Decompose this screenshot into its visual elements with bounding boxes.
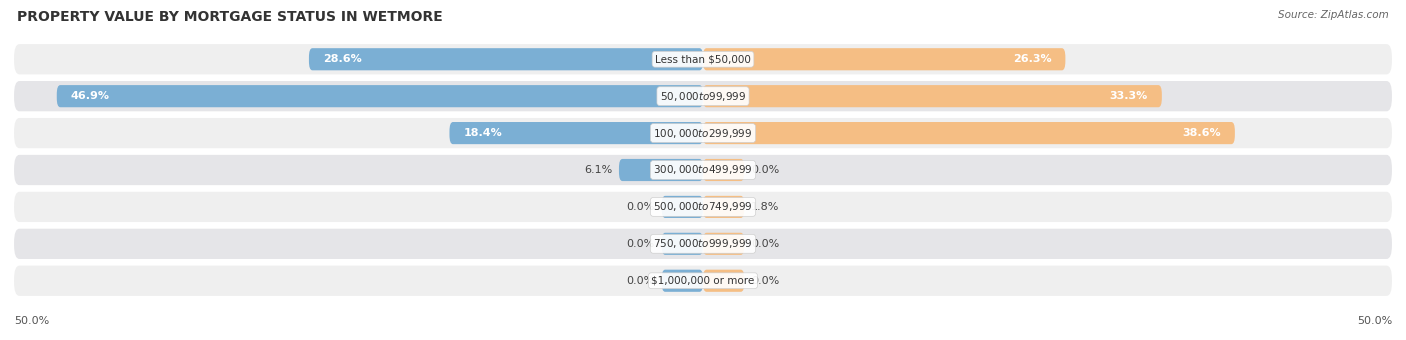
- Text: $100,000 to $299,999: $100,000 to $299,999: [654, 126, 752, 140]
- FancyBboxPatch shape: [703, 159, 744, 181]
- Text: 6.1%: 6.1%: [583, 165, 612, 175]
- FancyBboxPatch shape: [703, 85, 1161, 107]
- FancyBboxPatch shape: [662, 270, 703, 292]
- FancyBboxPatch shape: [662, 196, 703, 218]
- Text: $50,000 to $99,999: $50,000 to $99,999: [659, 90, 747, 103]
- Text: 0.0%: 0.0%: [627, 276, 655, 286]
- Text: 26.3%: 26.3%: [1012, 54, 1052, 64]
- Text: Source: ZipAtlas.com: Source: ZipAtlas.com: [1278, 10, 1389, 20]
- FancyBboxPatch shape: [14, 118, 1392, 148]
- FancyBboxPatch shape: [662, 233, 703, 255]
- Text: Less than $50,000: Less than $50,000: [655, 54, 751, 64]
- Text: 46.9%: 46.9%: [70, 91, 110, 101]
- Text: $750,000 to $999,999: $750,000 to $999,999: [654, 237, 752, 250]
- FancyBboxPatch shape: [56, 85, 703, 107]
- Text: 50.0%: 50.0%: [1357, 316, 1392, 326]
- Text: 50.0%: 50.0%: [14, 316, 49, 326]
- FancyBboxPatch shape: [309, 48, 703, 70]
- Text: 28.6%: 28.6%: [323, 54, 361, 64]
- Text: 0.0%: 0.0%: [751, 165, 779, 175]
- Text: PROPERTY VALUE BY MORTGAGE STATUS IN WETMORE: PROPERTY VALUE BY MORTGAGE STATUS IN WET…: [17, 10, 443, 24]
- Text: 33.3%: 33.3%: [1109, 91, 1149, 101]
- FancyBboxPatch shape: [14, 44, 1392, 74]
- FancyBboxPatch shape: [703, 122, 1234, 144]
- FancyBboxPatch shape: [619, 159, 703, 181]
- FancyBboxPatch shape: [450, 122, 703, 144]
- FancyBboxPatch shape: [703, 196, 744, 218]
- FancyBboxPatch shape: [14, 229, 1392, 259]
- FancyBboxPatch shape: [14, 155, 1392, 185]
- FancyBboxPatch shape: [703, 233, 744, 255]
- Text: 0.0%: 0.0%: [627, 239, 655, 249]
- Text: $1,000,000 or more: $1,000,000 or more: [651, 276, 755, 286]
- Text: 0.0%: 0.0%: [751, 239, 779, 249]
- FancyBboxPatch shape: [14, 81, 1392, 111]
- Text: 1.8%: 1.8%: [751, 202, 779, 212]
- Text: $500,000 to $749,999: $500,000 to $749,999: [654, 200, 752, 214]
- FancyBboxPatch shape: [703, 48, 1066, 70]
- FancyBboxPatch shape: [14, 266, 1392, 296]
- Text: $300,000 to $499,999: $300,000 to $499,999: [654, 164, 752, 176]
- FancyBboxPatch shape: [14, 192, 1392, 222]
- Text: 38.6%: 38.6%: [1182, 128, 1220, 138]
- Text: 18.4%: 18.4%: [463, 128, 502, 138]
- Text: 0.0%: 0.0%: [627, 202, 655, 212]
- Text: 0.0%: 0.0%: [751, 276, 779, 286]
- FancyBboxPatch shape: [703, 270, 744, 292]
